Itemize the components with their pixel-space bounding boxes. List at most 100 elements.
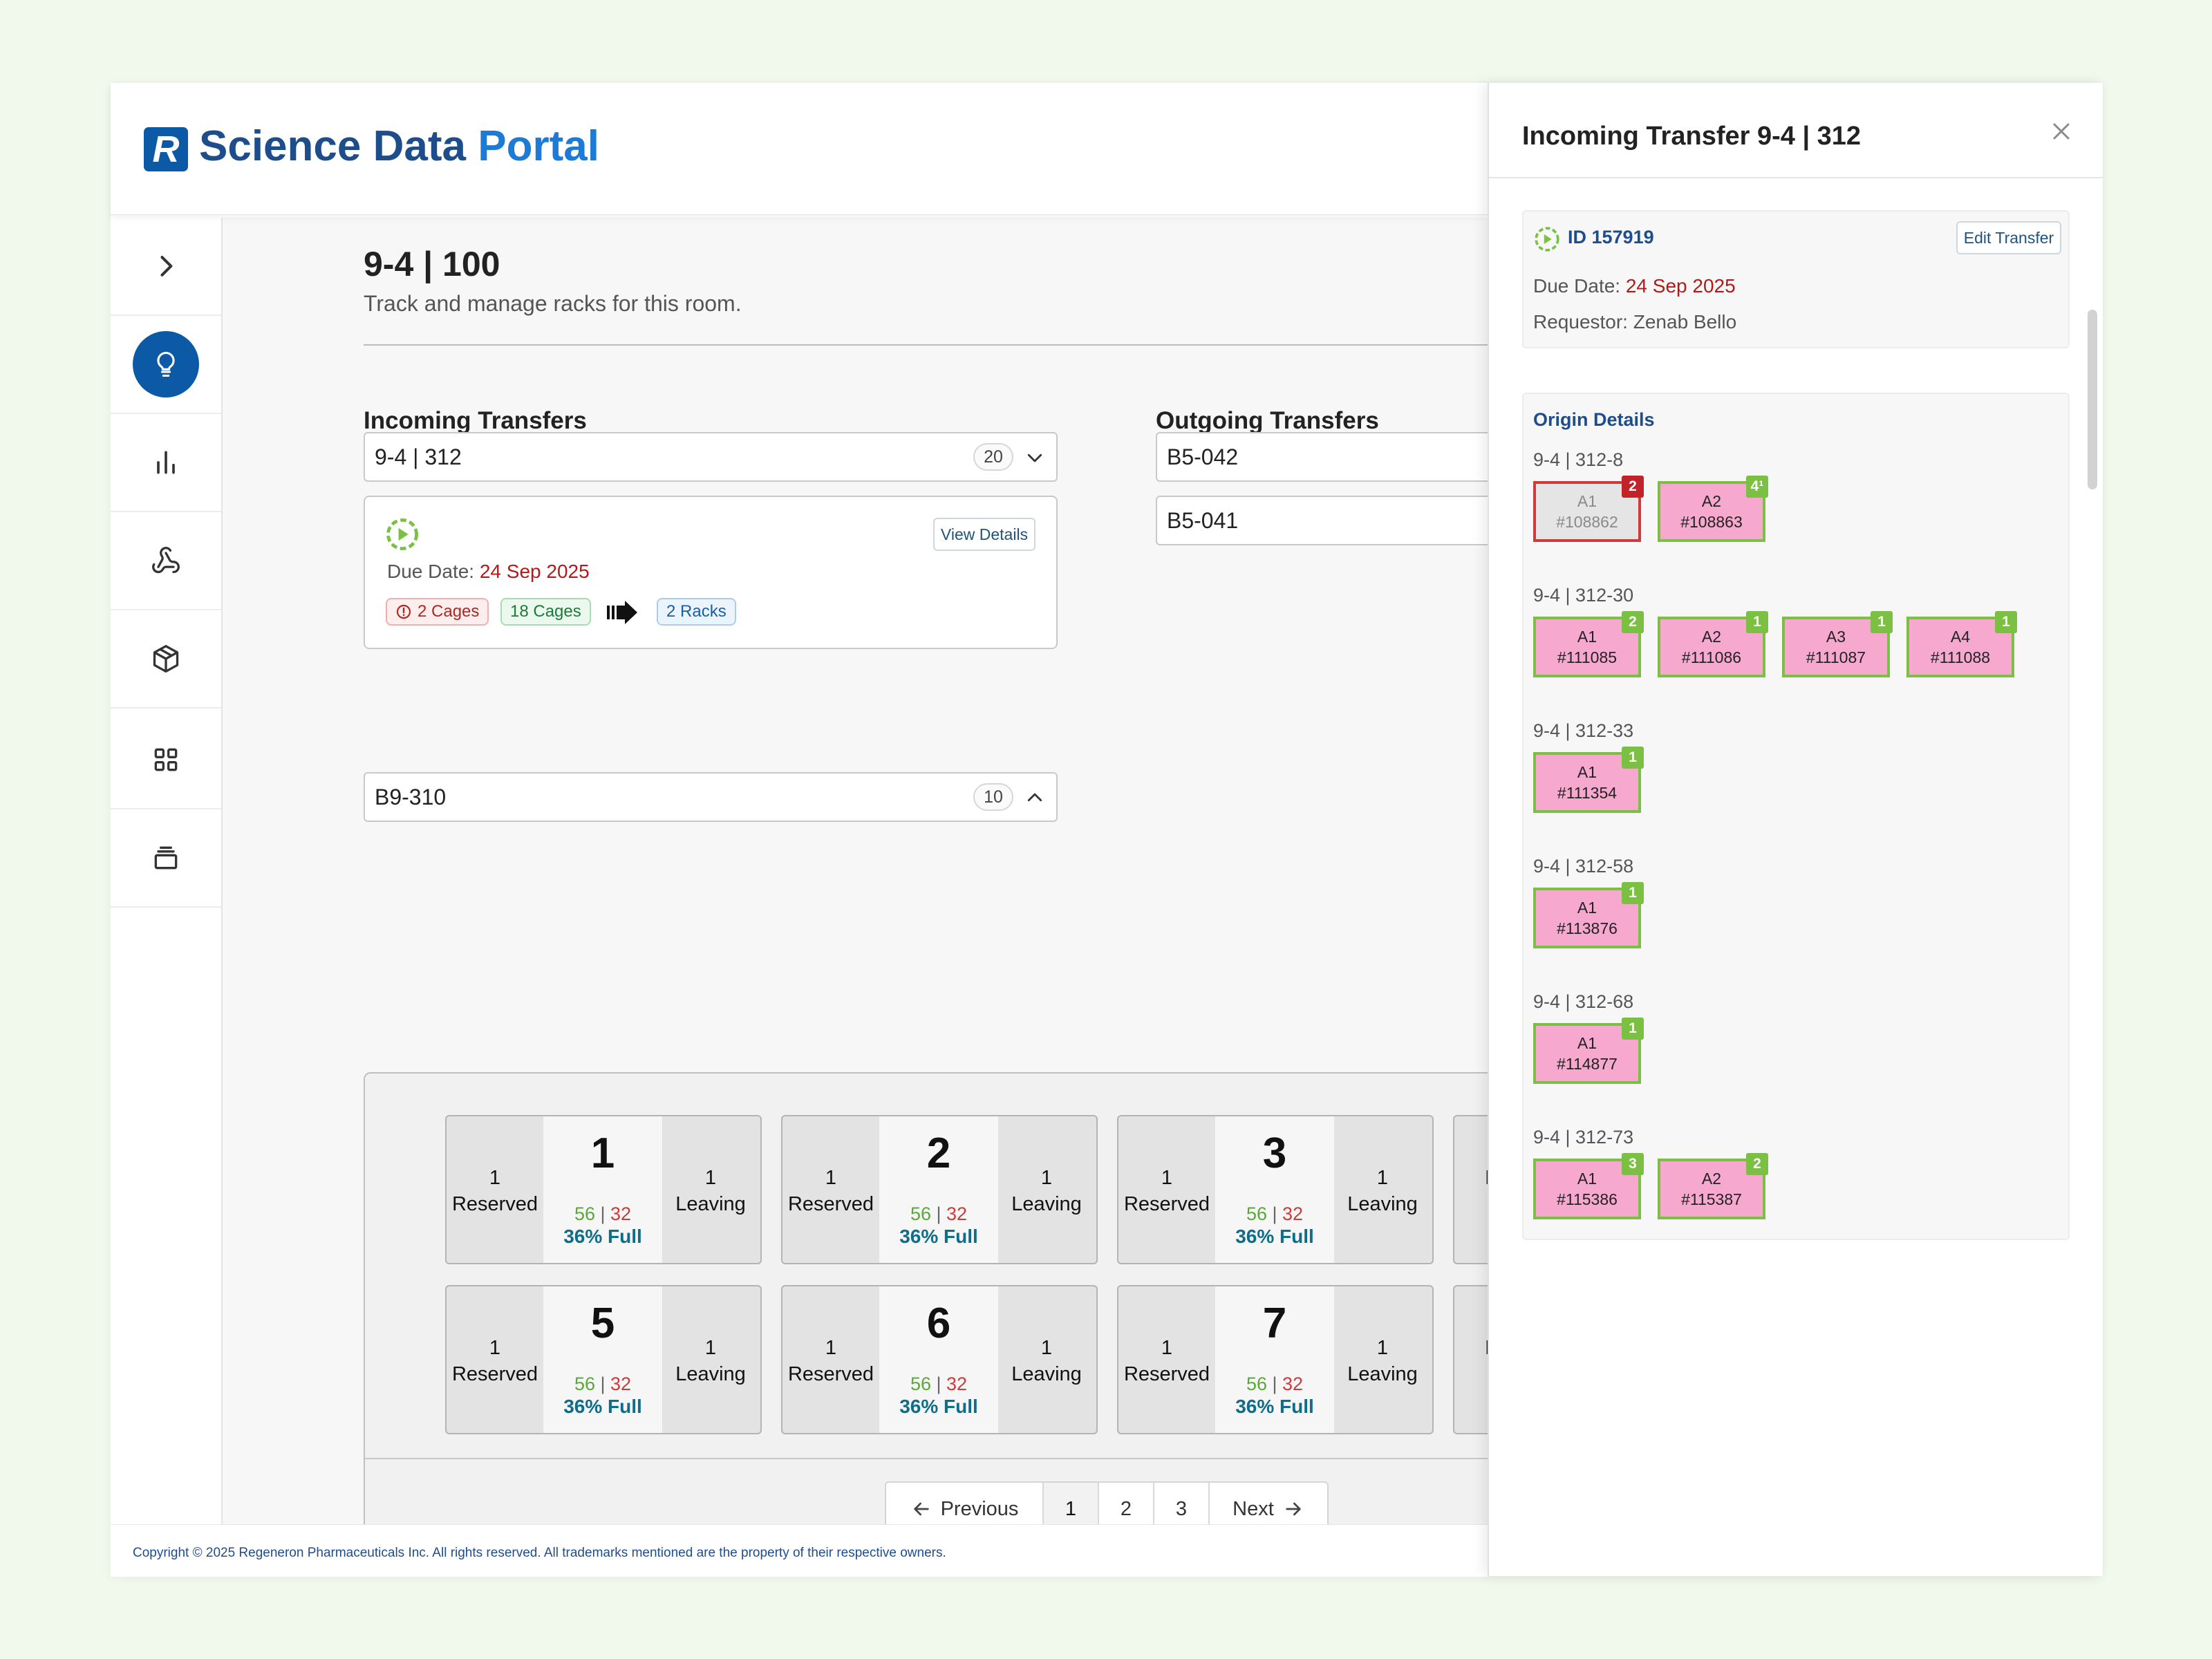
rack-card[interactable]: 6 56 | 32 36% Full 1 Reserved 1 Leaving — [781, 1285, 1098, 1434]
drawer-title: Incoming Transfer 9-4 | 312 — [1522, 122, 1862, 151]
drawer-scrollbar[interactable] — [2088, 310, 2097, 489]
reserved-count: 1 — [489, 1337, 501, 1359]
title-divider — [364, 344, 1488, 346]
rack-card[interactable]: 2 56 | 32 36% Full 1 Reserved 1 Leaving — [781, 1115, 1098, 1264]
cage-tile[interactable]: A1 #113876 1 — [1533, 882, 1644, 948]
racks-panel: 1 56 | 32 36% Full 1 Reserved 1 Leaving 2 56 | 3… — [364, 1072, 1488, 1524]
rack-number: 3 — [1262, 1130, 1287, 1177]
reserved-count: 1 — [1161, 1337, 1173, 1359]
cage-count-badge: 1 — [1622, 747, 1644, 769]
leaving-stat: 1 Leaving — [998, 1165, 1095, 1217]
occupied-count: 32 — [946, 1374, 968, 1394]
cage-count-badge: 1 — [1746, 611, 1768, 633]
outgoing-group-dropdown[interactable]: B5-041 — [1156, 496, 1488, 545]
cage-id: #114877 — [1557, 1055, 1618, 1073]
sidebar-item-reports[interactable] — [111, 414, 221, 512]
cage-tile[interactable]: A1 #111085 2 — [1533, 611, 1644, 677]
count-separator: | — [1266, 1203, 1283, 1224]
rack-card[interactable]: 1 56 | 32 36% Full 1 Reserved 1 Leaving — [445, 1115, 762, 1264]
cage-count-badge: 2 — [1622, 476, 1644, 498]
cage-position: A1 — [1577, 628, 1597, 646]
transfer-summary-card: ID 157919 Edit Transfer Due Date: 24 Sep… — [1522, 210, 2070, 348]
outgoing-group-dropdown[interactable]: B5-042 — [1156, 432, 1488, 482]
available-count: 56 — [910, 1203, 931, 1224]
cage-position: A2 — [1701, 1170, 1722, 1188]
cage-tile[interactable]: A3 #111087 1 — [1782, 611, 1893, 677]
close-icon[interactable] — [2047, 118, 2075, 145]
app-title[interactable]: Science Data Portal — [199, 122, 599, 171]
page-subtitle: Track and manage racks for this room. — [364, 291, 742, 316]
dropdown-label: B5-041 — [1167, 507, 1239, 533]
cage-tile[interactable]: A1 #115386 3 — [1533, 1153, 1644, 1219]
cage-count-badge: 1 — [1995, 611, 2017, 633]
leaving-count: 1 — [1040, 1337, 1053, 1359]
app-title-main: Science Data — [199, 122, 478, 170]
sidebar-item-integrations[interactable] — [111, 512, 221, 610]
rack-card[interactable]: 7 56 | 32 36% Full 1 Reserved 1 Leaving — [1117, 1285, 1434, 1434]
sidebar-expand-button[interactable] — [111, 218, 221, 316]
cage-count-badge: 4¹ — [1746, 476, 1768, 498]
rack-fullness: 36% Full — [1235, 1226, 1314, 1247]
reserved-label: Reserved — [787, 1193, 874, 1215]
sidebar-item-insights[interactable] — [111, 316, 221, 414]
origin-group-label: 9-4 | 312-30 — [1533, 585, 1634, 606]
reserved-label: Reserved — [451, 1193, 538, 1215]
view-details-button[interactable]: View Details — [933, 518, 1035, 551]
rack-fullness: 36% Full — [1235, 1396, 1314, 1417]
occupied-count: 32 — [1282, 1374, 1304, 1394]
alert-cages-label: 2 Cages — [418, 602, 480, 621]
rack-center: 7 56 | 32 36% Full — [1215, 1286, 1334, 1433]
sidebar-item-inventory[interactable] — [111, 610, 221, 709]
cage-tile[interactable]: A1 #108862 2 — [1533, 476, 1644, 542]
arrow-right-icon — [1286, 1502, 1301, 1516]
due-date: Due Date: 24 Sep 2025 — [387, 561, 590, 583]
incoming-group-dropdown[interactable]: 9-4 | 312 20 — [364, 432, 1058, 482]
rack-counts: 56 | 32 — [543, 1203, 662, 1225]
count-separator: | — [594, 1203, 611, 1224]
leaving-count: 1 — [1040, 1167, 1053, 1189]
rack-fullness: 36% Full — [899, 1226, 978, 1247]
next-label: Next — [1232, 1497, 1274, 1520]
cage-tile[interactable]: A2 #111086 1 — [1658, 611, 1768, 677]
incoming-group-dropdown[interactable]: B9-310 10 — [364, 772, 1058, 822]
sidebar-item-dashboard[interactable] — [111, 711, 221, 809]
next-page-button[interactable]: Next — [1210, 1483, 1327, 1524]
reserved-stat: Res — [1454, 1335, 1488, 1361]
page-button-1[interactable]: 1 — [1044, 1483, 1099, 1524]
cage-position: A1 — [1577, 899, 1597, 917]
reserved-label: Res — [1454, 1165, 1488, 1191]
stack-icon — [154, 846, 178, 870]
transfer-status-icon — [1535, 227, 1559, 252]
cage-tile[interactable]: A2 #108863 4¹ — [1658, 476, 1768, 542]
origin-details-card: Origin Details 9-4 | 312-8 A1 #108862 2 A2 #1… — [1522, 393, 2070, 1240]
page-button-3[interactable]: 3 — [1154, 1483, 1210, 1524]
rack-center: 2 56 | 32 36% Full — [879, 1116, 998, 1263]
cage-tile[interactable]: A1 #111354 1 — [1533, 747, 1644, 813]
cage-id: #115386 — [1557, 1190, 1618, 1208]
reserved-stat: 1 Reserved — [447, 1335, 543, 1387]
sidebar-item-archive[interactable] — [111, 809, 221, 908]
rack-counts: 56 | 32 — [879, 1374, 998, 1395]
package-icon — [153, 645, 179, 673]
count-separator: | — [1266, 1374, 1283, 1394]
bar-chart-icon — [157, 451, 175, 474]
cage-count-badge: 1 — [1622, 882, 1644, 904]
reserved-label: Reserved — [1123, 1193, 1210, 1215]
rack-card[interactable]: 5 56 | 32 36% Full 1 Reserved 1 Leaving — [445, 1285, 762, 1434]
cage-tile[interactable]: A1 #114877 1 — [1533, 1018, 1644, 1084]
leaving-count: 1 — [704, 1167, 717, 1189]
rack-card[interactable]: Res — [1453, 1285, 1488, 1434]
rack-card[interactable]: 3 56 | 32 36% Full 1 Reserved 1 Leaving — [1117, 1115, 1434, 1264]
page-title: 9-4 | 100 — [364, 245, 500, 283]
cage-tile[interactable]: A4 #111088 1 — [1906, 611, 2017, 677]
reserved-count: 1 — [825, 1167, 837, 1189]
page-button-2[interactable]: 2 — [1099, 1483, 1154, 1524]
edit-transfer-button[interactable]: Edit Transfer — [1956, 221, 2061, 254]
previous-page-button[interactable]: Previous — [886, 1483, 1044, 1524]
rack-fullness: 36% Full — [563, 1226, 642, 1247]
cage-tile[interactable]: A2 #115387 2 — [1658, 1153, 1768, 1219]
rack-card[interactable]: Res — [1453, 1115, 1488, 1264]
transfer-arrow-icon — [607, 601, 637, 624]
reserved-stat: 1 Reserved — [1118, 1165, 1215, 1217]
rack-center: 5 56 | 32 36% Full — [543, 1286, 662, 1433]
